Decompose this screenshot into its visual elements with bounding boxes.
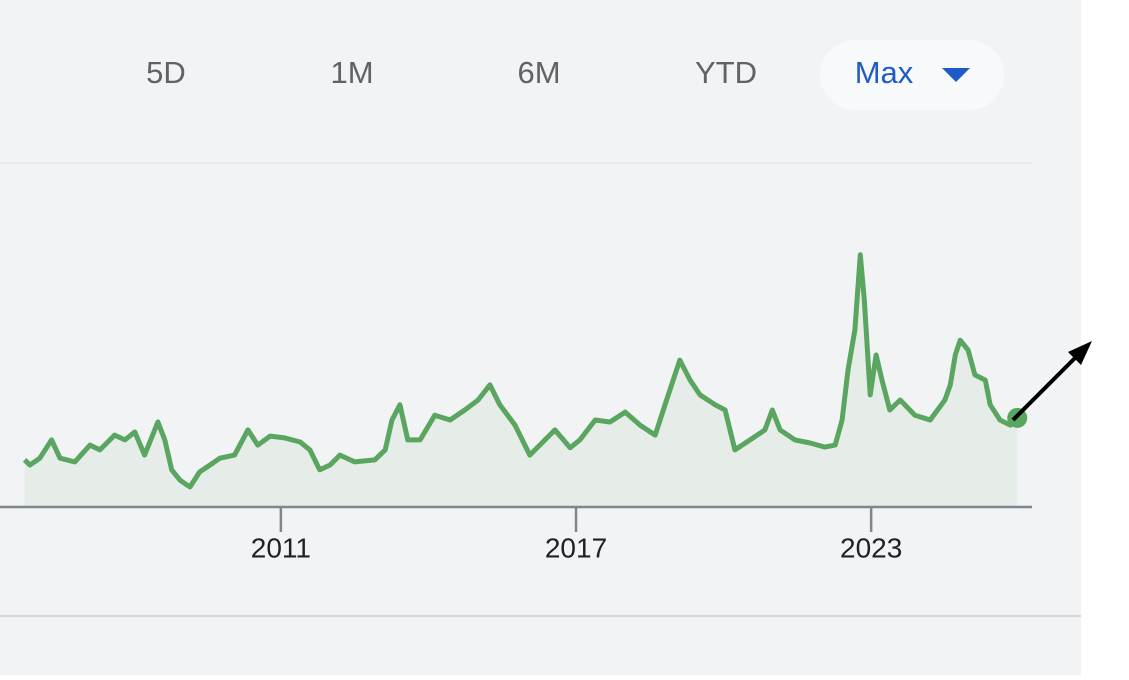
dropdown-icon[interactable]	[942, 68, 970, 82]
range-button[interactable]: 6M	[517, 55, 560, 90]
x-tick-label: 2023	[840, 532, 902, 563]
panel	[0, 0, 1081, 675]
range-selected-pill[interactable]	[820, 40, 1004, 110]
line	[22, 252, 1020, 490]
arrow-head	[1068, 341, 1092, 365]
range-button[interactable]: YTD	[695, 55, 757, 90]
plot: 2011 2017 2023	[22, 252, 1028, 563]
range-button[interactable]: 5D	[146, 55, 186, 90]
range-button[interactable]: Max	[855, 55, 914, 90]
arrow-shaft	[1011, 353, 1080, 422]
x-tick-label: 2017	[545, 532, 607, 563]
range-button[interactable]: 1M	[330, 55, 373, 90]
area	[24, 254, 1018, 507]
x-tick-label: 2011	[251, 532, 311, 563]
